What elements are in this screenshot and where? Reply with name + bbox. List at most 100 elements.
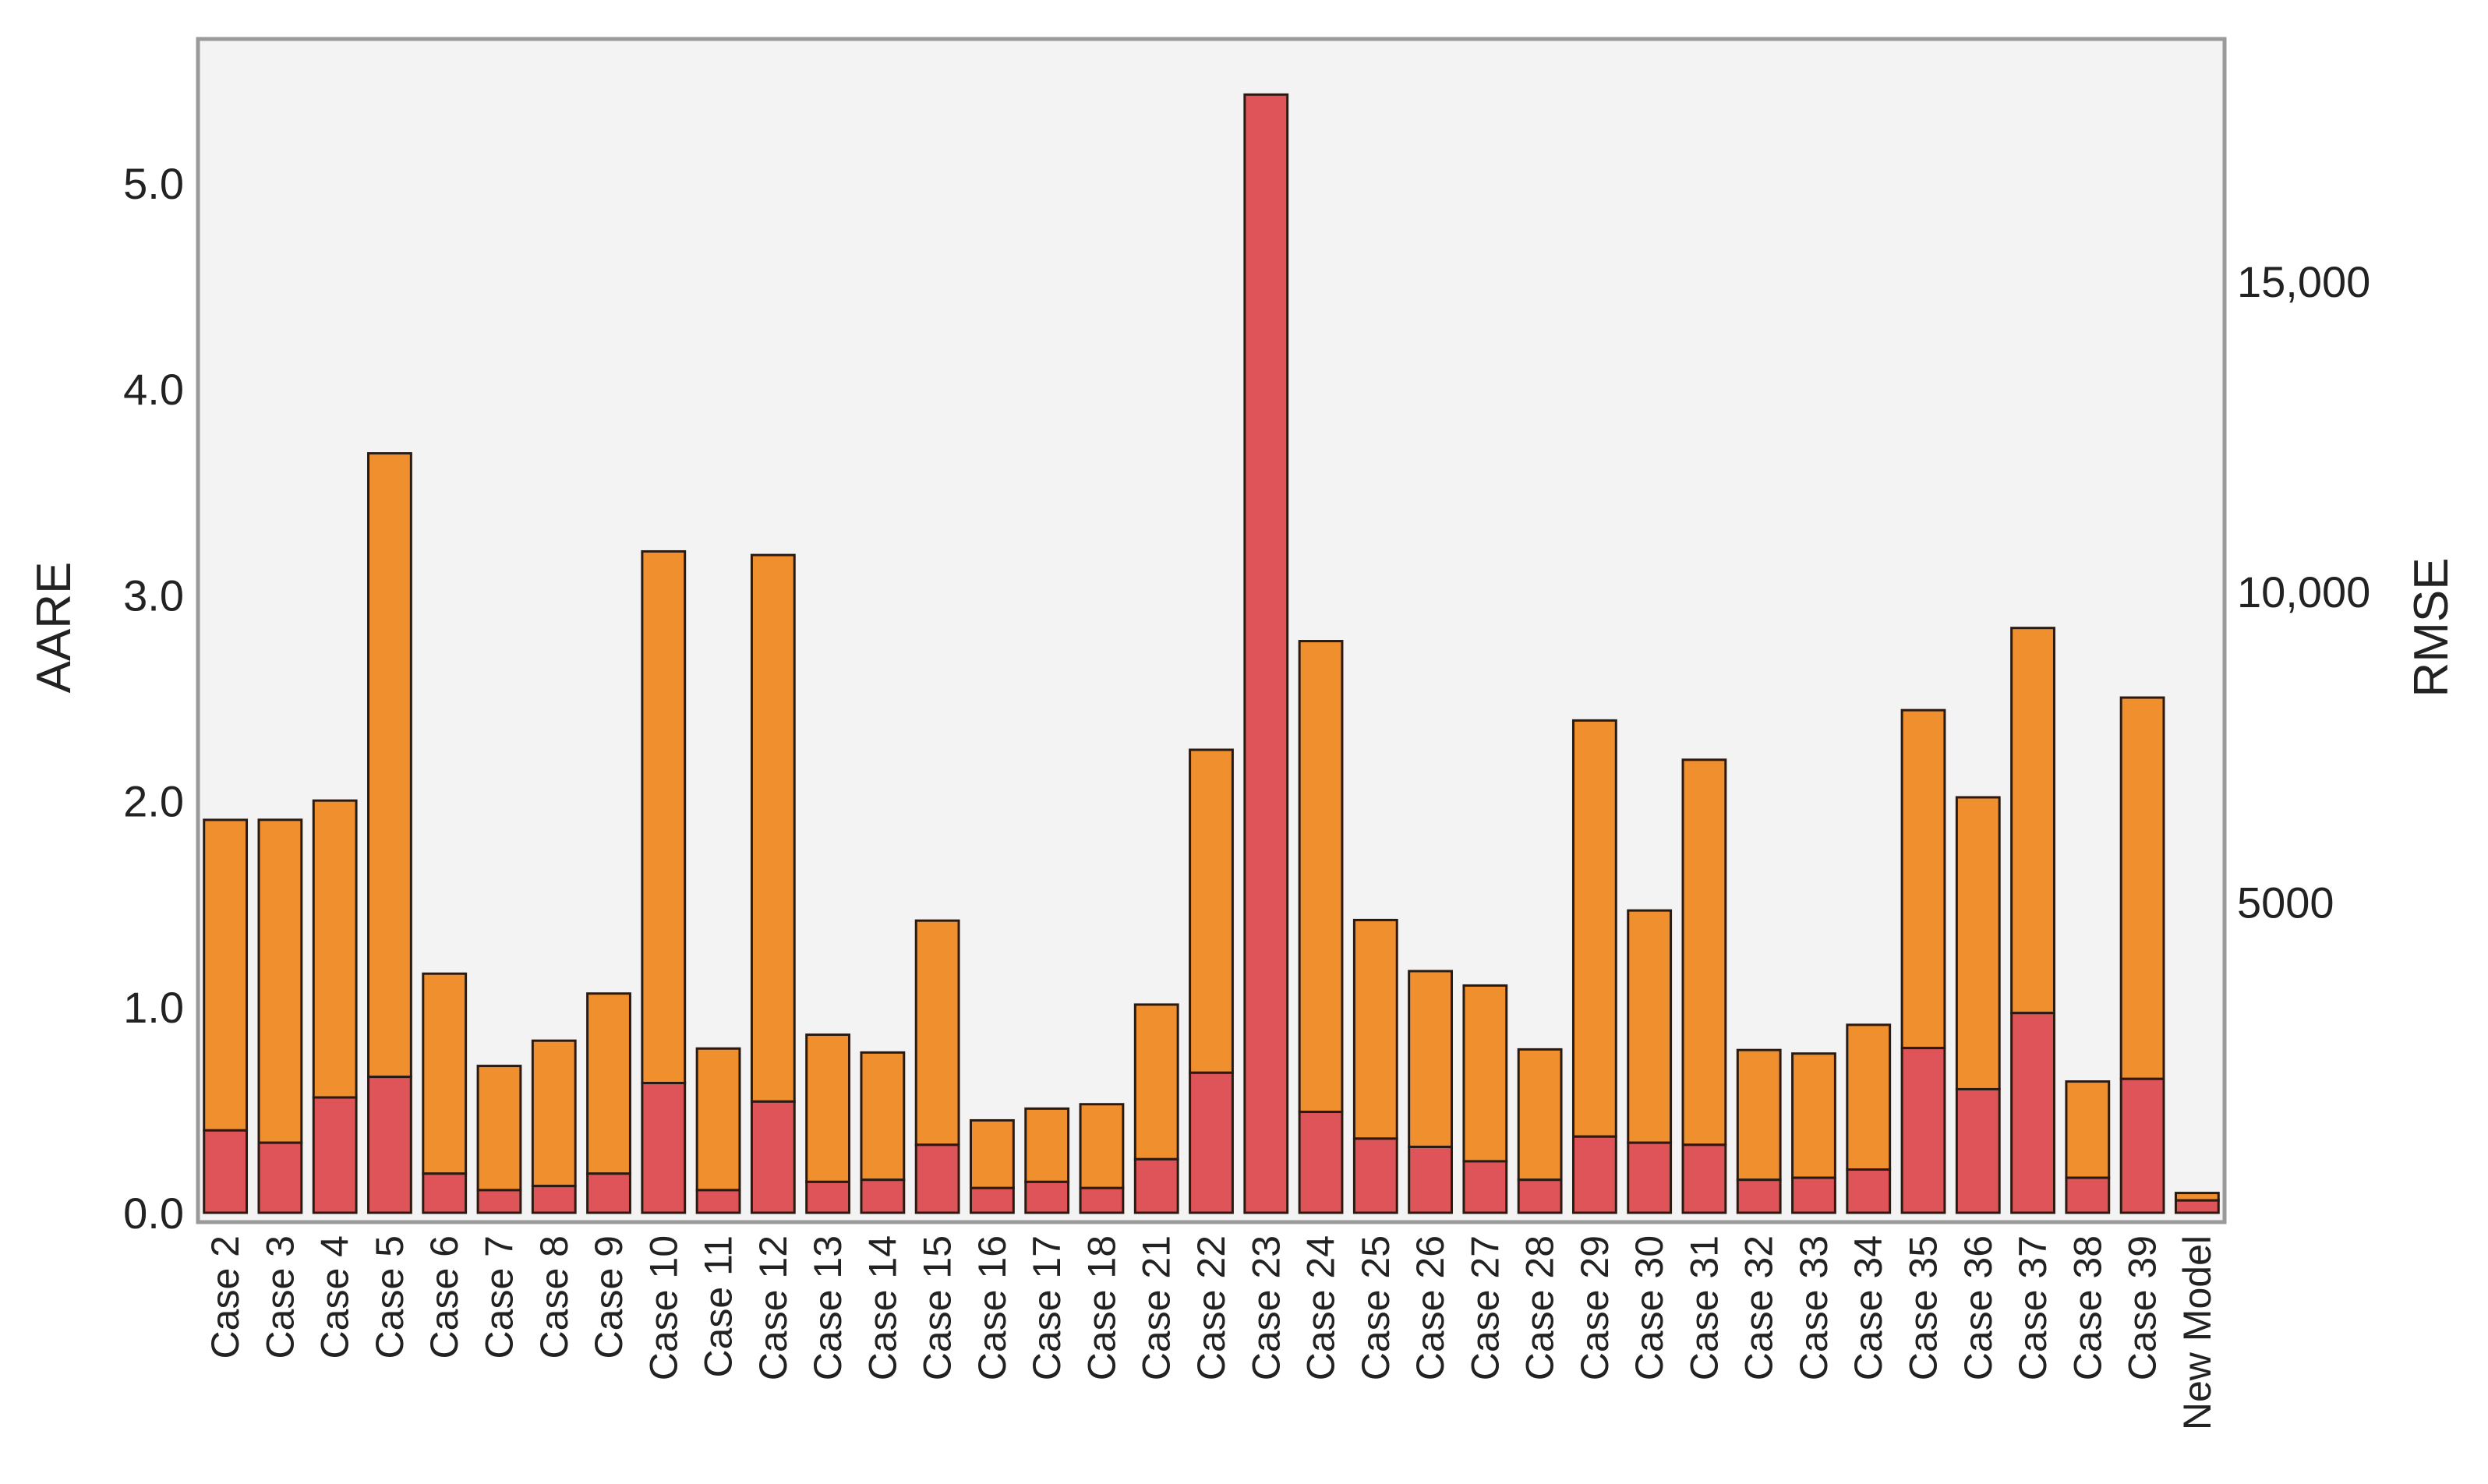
bar-rmse	[914, 919, 960, 1147]
bar-rmse	[1955, 796, 2001, 1090]
left-axis-ticks: 0.0 1.0 2.0 3.0 4.0 5.0	[123, 159, 184, 1238]
bar-aare	[1408, 1145, 1453, 1214]
bar-rmse	[1408, 970, 1453, 1148]
x-tick-label: Case 31	[1682, 1235, 1726, 1380]
right-axis-ticks: 5000 10,000 15,000	[2237, 257, 2370, 928]
bar-rmse	[860, 1051, 906, 1182]
x-tick-label: Case 33	[1792, 1235, 1836, 1380]
x-tick-label: Case 14	[861, 1235, 904, 1380]
bar-rmse	[1517, 1048, 1563, 1182]
bar-rmse	[2065, 1080, 2111, 1179]
x-tick-label: Case 18	[1080, 1235, 1123, 1380]
x-tick-label: Case 17	[1025, 1235, 1069, 1380]
y-tick-label: 0.0	[123, 1189, 184, 1238]
bar-rmse	[1024, 1107, 1070, 1183]
bar-rmse	[531, 1039, 577, 1188]
x-tick-label: Case 26	[1408, 1235, 1452, 1380]
bar-rmse	[1462, 984, 1508, 1163]
x-tick-label: Case 10	[641, 1235, 685, 1380]
y-tick-label: 1.0	[123, 983, 184, 1032]
bar-aare	[2119, 1077, 2165, 1214]
bar-aare	[2065, 1176, 2111, 1214]
bar-rmse	[586, 992, 631, 1175]
bar-rmse	[2010, 627, 2055, 1015]
y-axis-title: AARE	[27, 562, 81, 694]
bar-rmse	[257, 818, 303, 1144]
bars-group	[203, 93, 2220, 1214]
x-tick-label: Case 28	[1518, 1235, 1562, 1380]
bar-rmse	[422, 972, 468, 1175]
bar-aare	[641, 1082, 687, 1214]
bar-aare	[1352, 1137, 1398, 1214]
bar-rmse	[750, 553, 796, 1103]
y2-axis-title: RMSE	[2405, 557, 2458, 697]
x-tick-label: New Model	[2175, 1235, 2219, 1430]
bar-aare	[970, 1186, 1015, 1214]
y-tick-label: 3.0	[123, 571, 184, 620]
bar-aare	[2010, 1012, 2055, 1214]
bar-aare	[1243, 93, 1289, 1214]
bar-aare	[1079, 1186, 1125, 1214]
x-tick-label: Case 6	[422, 1235, 466, 1359]
x-tick-label: Case 5	[368, 1235, 412, 1359]
bar-aare	[1189, 1071, 1234, 1214]
x-tick-label: Case 34	[1847, 1235, 1890, 1380]
bar-rmse	[1133, 1003, 1179, 1161]
bar-rmse	[1352, 918, 1398, 1140]
x-axis-category-labels: Case 2 Case 3 Case 4 Case 5 Case 6 Case 7 Case…	[203, 1235, 2219, 1430]
bar-rmse	[1681, 758, 1727, 1147]
bar-aare	[1133, 1157, 1179, 1214]
bar-aare	[1024, 1180, 1070, 1214]
bar-aare	[531, 1185, 577, 1214]
bar-aare	[1298, 1111, 1344, 1214]
bar-rmse	[1736, 1048, 1782, 1182]
x-tick-label: Case 4	[313, 1235, 357, 1359]
bar-rmse	[1571, 719, 1617, 1138]
bar-aare	[1791, 1176, 1836, 1214]
bar-aare	[312, 1096, 358, 1214]
x-tick-label: Case 15	[916, 1235, 960, 1380]
x-tick-label: Case 16	[970, 1235, 1014, 1380]
bar-aare	[695, 1189, 741, 1214]
x-tick-label: Case 13	[806, 1235, 850, 1380]
bar-aare	[1736, 1178, 1782, 1214]
bar-aare	[1900, 1047, 1946, 1214]
x-tick-label: Case 9	[587, 1235, 631, 1359]
y-tick-label: 5.0	[123, 159, 184, 208]
bar-aare	[586, 1172, 631, 1214]
x-tick-label: Case 29	[1573, 1235, 1617, 1380]
x-tick-label: Case 11	[697, 1235, 740, 1378]
x-tick-label: Case 32	[1737, 1235, 1781, 1380]
bar-aare	[1517, 1178, 1563, 1214]
x-tick-label: Case 36	[1956, 1235, 2000, 1380]
x-tick-label: Case 22	[1189, 1235, 1233, 1380]
bar-rmse	[1189, 748, 1234, 1074]
y2-tick-label: 5000	[2237, 878, 2334, 928]
x-tick-label: Case 7	[477, 1235, 521, 1359]
x-tick-label: Case 3	[258, 1235, 302, 1359]
bar-aare	[476, 1189, 522, 1214]
bar-aare	[750, 1100, 796, 1214]
x-tick-label: Case 12	[751, 1235, 795, 1380]
bar-aare	[1462, 1160, 1508, 1214]
x-tick-label: Case 21	[1135, 1235, 1179, 1380]
y2-tick-label: 15,000	[2237, 257, 2370, 306]
y-tick-label: 2.0	[123, 777, 184, 826]
x-tick-label: Case 2	[203, 1235, 247, 1359]
x-tick-label: Case 30	[1627, 1235, 1671, 1380]
bar-aare	[860, 1178, 906, 1214]
bar-aare	[914, 1143, 960, 1214]
x-tick-label: Case 37	[2011, 1235, 2055, 1380]
bar-rmse	[1846, 1023, 1892, 1171]
x-tick-label: Case 25	[1354, 1235, 1398, 1380]
bar-rmse	[312, 799, 358, 1099]
bar-aare	[1571, 1135, 1617, 1214]
bar-rmse	[2119, 696, 2165, 1080]
bar-rmse	[1298, 640, 1344, 1114]
x-tick-label: Case 38	[2066, 1235, 2109, 1380]
x-tick-label: Case 39	[2121, 1235, 2165, 1380]
x-tick-label: Case 24	[1299, 1235, 1343, 1380]
bar-aare	[805, 1180, 851, 1214]
